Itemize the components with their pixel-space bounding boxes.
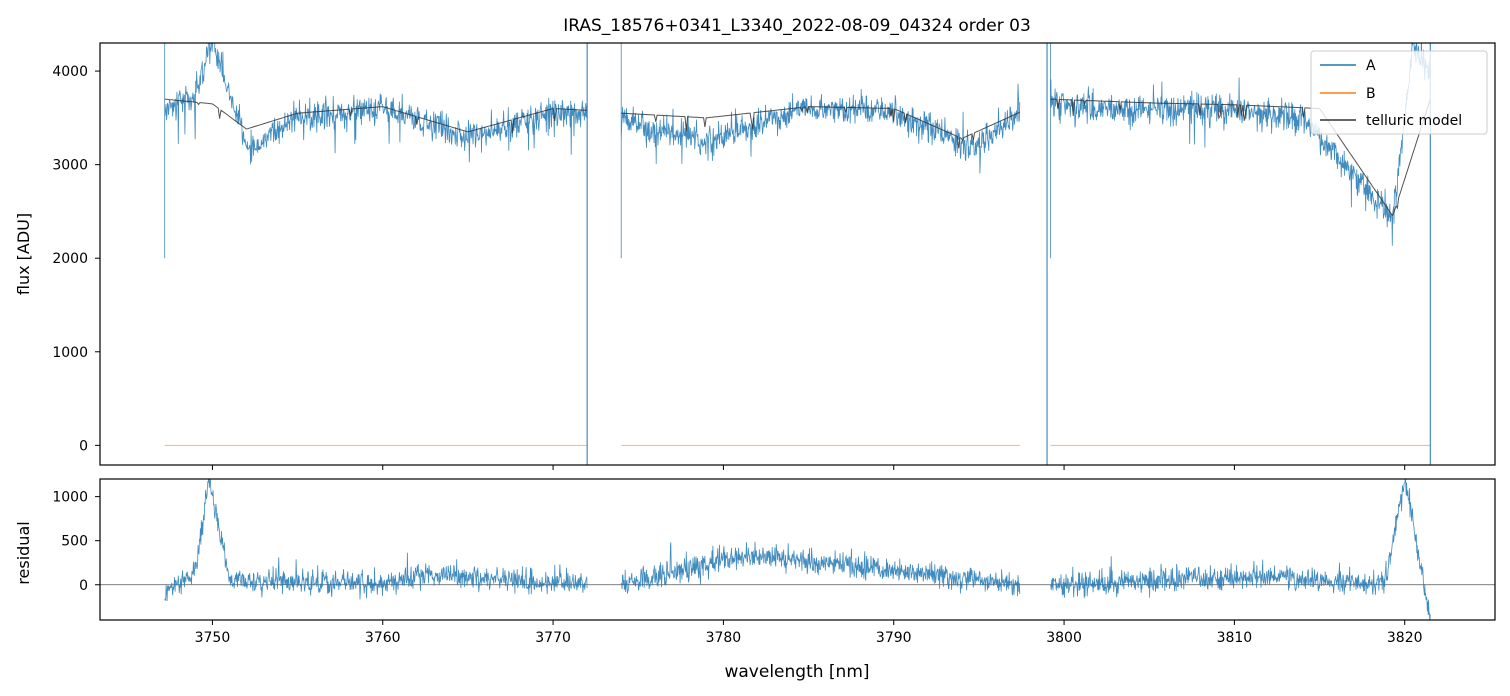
legend-box bbox=[1310, 50, 1488, 135]
flux-y-tick-label: 0 bbox=[79, 438, 88, 454]
series-a-line-seg2 bbox=[620, 43, 1021, 259]
legend: A B telluric model bbox=[1310, 50, 1488, 135]
residual-panel-frame bbox=[99, 478, 1496, 621]
x-tick-label: 3810 bbox=[1217, 630, 1253, 646]
residual-y-axis-label: residual bbox=[14, 521, 33, 584]
series-a-line-seg1 bbox=[164, 43, 588, 259]
x-tick-label: 3780 bbox=[706, 630, 742, 646]
flux-y-tick-label: 4000 bbox=[52, 64, 88, 80]
x-tick-label: 3750 bbox=[195, 630, 231, 646]
flux-panel: 0 1000 2000 3000 4000 flux [ADU] A B telluri… bbox=[14, 42, 1496, 470]
telluric-model-line-seg3 bbox=[1050, 98, 1431, 217]
x-tick-label: 3770 bbox=[535, 630, 571, 646]
x-axis-label: wavelength [nm] bbox=[724, 662, 869, 682]
flux-y-tick-label: 1000 bbox=[52, 345, 88, 361]
series-a-line-seg3 bbox=[1050, 43, 1431, 259]
residual-line-seg2 bbox=[620, 541, 1021, 597]
residual-line-seg3 bbox=[1050, 479, 1431, 620]
x-tick-label: 3820 bbox=[1387, 630, 1423, 646]
residual-panel: 0 500 1000 3750 3760 3770 3780 3790 3800 3810 382… bbox=[14, 478, 1496, 682]
legend-label-b: B bbox=[1366, 86, 1376, 102]
flux-panel-frame bbox=[99, 42, 1496, 466]
x-tick-label: 3760 bbox=[365, 630, 401, 646]
residual-y-tick-label: 500 bbox=[61, 534, 88, 550]
residual-line-seg1 bbox=[164, 479, 588, 602]
chart-title: IRAS_18576+0341_L3340_2022-08-09_04324 o… bbox=[563, 16, 1031, 36]
flux-y-tick-label: 2000 bbox=[52, 251, 88, 267]
residual-y-tick-label: 0 bbox=[79, 578, 88, 594]
telluric-model-line-seg1 bbox=[164, 98, 588, 134]
legend-label-telluric: telluric model bbox=[1366, 113, 1462, 129]
residual-y-tick-label: 1000 bbox=[52, 490, 88, 506]
x-tick-label: 3800 bbox=[1046, 630, 1082, 646]
telluric-model-line-seg2 bbox=[621, 106, 1021, 149]
legend-label-a: A bbox=[1366, 58, 1376, 74]
flux-y-axis-label: flux [ADU] bbox=[14, 213, 33, 295]
x-tick-label: 3790 bbox=[876, 630, 912, 646]
flux-y-tick-label: 3000 bbox=[52, 158, 88, 174]
